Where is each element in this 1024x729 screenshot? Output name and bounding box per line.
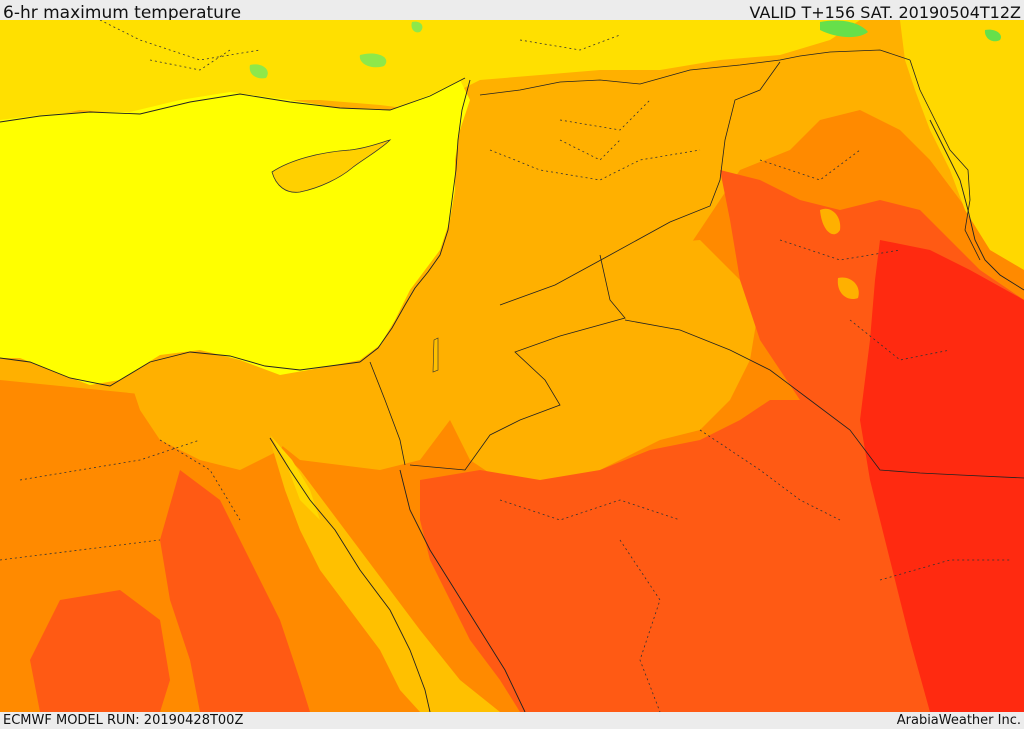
zone-hot-egypt-south [160, 470, 310, 712]
zone-mild-levant [430, 240, 760, 500]
province-borders [0, 20, 1010, 712]
coastline-red-sea-west [269, 437, 431, 712]
coastline-red-sea-east [399, 469, 526, 712]
zone-hottest-gulf [860, 240, 1024, 712]
zone-cool-spot-3 [249, 64, 268, 79]
border-iraq-iran [909, 59, 981, 261]
zone-cool-spot-4 [359, 53, 387, 68]
lake-razzaza [837, 277, 859, 300]
border-syria-turkey [479, 49, 911, 96]
cyprus-island [271, 139, 392, 193]
lake-tharthar [820, 208, 841, 235]
border-iraq-saudi [624, 319, 1024, 479]
red-sea [270, 440, 500, 712]
map-title: 6-hr maximum temperature [3, 3, 242, 20]
border-egypt-israel [369, 361, 406, 466]
zone-mild-egypt [130, 355, 300, 470]
credit-label: ArabiaWeather Inc. [896, 713, 1021, 728]
zone-hot-saudi [420, 400, 920, 712]
coastline-egypt [0, 351, 361, 387]
zone-yellow-northeast [900, 20, 1024, 270]
valid-time-label: VALID T+156 SAT. 20190504T12Z [749, 3, 1021, 20]
zone-hot-patch-egypt [30, 590, 170, 712]
border-syria-iraq [499, 61, 781, 306]
zone-cool-spot-1 [820, 20, 868, 38]
zone-cool-spot-5 [411, 21, 423, 33]
border-jordan-saudi [409, 254, 626, 471]
model-run-label: ECMWF MODEL RUN: 20190428T00Z [3, 713, 244, 728]
coastline-levant [359, 79, 471, 363]
map-canvas [0, 20, 1024, 712]
temperature-map[interactable] [0, 20, 1024, 712]
footer-bar: ECMWF MODEL RUN: 20190428T00Z ArabiaWeat… [0, 712, 1024, 729]
zone-cool-spot-2 [984, 29, 1001, 42]
coastline-turkey [0, 77, 466, 123]
coastline-gulf [929, 119, 1024, 291]
dead-sea [432, 337, 439, 373]
header-bar: 6-hr maximum temperature VALID T+156 SAT… [0, 0, 1024, 20]
